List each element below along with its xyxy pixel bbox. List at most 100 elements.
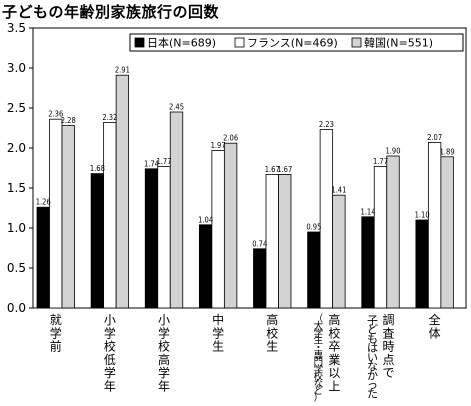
category-sublabel-char: 門 <box>314 357 324 368</box>
category-label-char: 低 <box>104 353 116 367</box>
category-label-char: 学 <box>158 325 170 340</box>
legend-entry: フランス(N=469) <box>247 37 338 50</box>
data-label: 2.07 <box>427 133 442 142</box>
legend-swatch <box>234 37 245 48</box>
category-label-char: 年 <box>158 380 170 394</box>
y-tick-label: 0.5 <box>7 261 26 275</box>
category-sublabel-char: （ <box>314 313 324 325</box>
category-label-char: 高 <box>266 312 278 327</box>
category-label-char: 体 <box>429 326 441 340</box>
category-label-char: 前 <box>50 339 62 354</box>
plot-frame <box>32 27 467 309</box>
y-tick-label: 2.0 <box>7 141 26 155</box>
bar-4-2 <box>278 173 292 309</box>
bar-5-1 <box>319 129 334 309</box>
legend-swatch <box>351 37 362 48</box>
category-label-char: も <box>367 332 378 345</box>
category-label-char: 学 <box>104 365 116 380</box>
legend-entry: 日本(N=689) <box>147 36 216 50</box>
data-label: 1.04 <box>198 215 213 224</box>
bar-6-1 <box>373 165 388 309</box>
category-label-char: 上 <box>328 380 340 394</box>
data-label: 2.45 <box>169 103 184 112</box>
data-label: 1.10 <box>415 211 430 220</box>
bar-7-2 <box>440 156 454 309</box>
data-label: 2.23 <box>319 120 334 129</box>
category-sublabel-char: 専 <box>314 349 324 361</box>
data-label: 0.95 <box>306 223 321 232</box>
bar-3-0 <box>198 224 213 309</box>
category-label-char: 校 <box>104 339 116 354</box>
chart-bars <box>36 74 454 309</box>
category-label-char: 高 <box>328 312 340 327</box>
bar-1-0 <box>90 173 105 309</box>
category-label-char: か <box>367 369 378 382</box>
bar-0-1 <box>49 118 63 309</box>
bar-3-2 <box>223 142 238 309</box>
data-label: 1.41 <box>331 186 346 195</box>
category-label-char: 以 <box>328 366 340 380</box>
bar-4-1 <box>265 173 279 309</box>
data-label: 0.74 <box>252 239 267 248</box>
category-sublabel-char: ） <box>314 392 324 404</box>
data-label: 1.74 <box>144 159 159 168</box>
y-tick-label: 1.5 <box>7 181 26 195</box>
category-label-char: 校 <box>158 339 170 354</box>
bar-2-1 <box>157 165 171 309</box>
category-label-char: 生 <box>212 340 224 354</box>
category-label-char: 学 <box>104 325 116 340</box>
category-label-char: 年 <box>104 380 116 394</box>
category-sublabel-char: 学 <box>314 327 324 339</box>
data-label: 2.36 <box>48 110 63 119</box>
category-label-char: 点 <box>382 353 394 367</box>
category-label-char: 調 <box>382 313 394 327</box>
bar-7-1 <box>427 141 442 309</box>
category-label-char: は <box>367 342 378 355</box>
category-label-char: 中 <box>212 312 224 327</box>
bar-4-0 <box>253 248 267 309</box>
category-label-char: ど <box>367 323 378 336</box>
legend-box <box>129 33 464 52</box>
bar-6-2 <box>386 155 400 309</box>
category-sublabel-char: 生 <box>314 335 324 347</box>
data-label: 2.28 <box>61 116 76 125</box>
category-label-char: 卒 <box>328 340 340 354</box>
data-label: 1.26 <box>36 198 51 207</box>
chart-axes: 0.0 0.5 1.0 1.5 2.0 2.5 3.0 3.5 <box>7 21 467 315</box>
category-label-char: た <box>367 388 378 401</box>
bar-7-0 <box>415 219 429 309</box>
chart-title: 子どもの年齢別家族旅行の回数 <box>2 3 220 21</box>
legend-entry: 韓国(N=551) <box>364 37 433 50</box>
category-label-char: 小 <box>158 313 170 327</box>
category-label-char: 時 <box>382 340 394 354</box>
category-label-char: 学 <box>158 365 170 380</box>
category-label-char: 査 <box>382 326 394 340</box>
bar-0-0 <box>36 206 50 309</box>
data-label: 1.77 <box>373 157 388 166</box>
data-label: 2.32 <box>102 113 117 122</box>
category-label-char: 学 <box>212 325 224 340</box>
data-label: 1.89 <box>440 147 455 156</box>
bar-5-0 <box>307 231 321 309</box>
bar-2-0 <box>144 168 159 309</box>
category-label-char: 小 <box>104 313 116 327</box>
category-sublabel-char: 校 <box>314 371 324 383</box>
y-tick-label: 3.5 <box>7 21 26 35</box>
category-label-char: 校 <box>266 325 278 340</box>
data-label: 1.97 <box>211 141 226 150</box>
category-sublabel-char: ・ <box>314 343 324 354</box>
data-label: 1.67 <box>265 165 280 174</box>
data-label: 1.68 <box>90 164 105 173</box>
y-tick-label: 1.0 <box>7 221 26 235</box>
category-label-char: 子 <box>367 314 378 327</box>
chart-data-labels: 1.262.362.281.682.322.911.741.772.451.04… <box>36 66 455 249</box>
category-label-char: で <box>382 366 394 380</box>
category-label-char: 学 <box>50 325 62 340</box>
category-sublabel-char: 学 <box>314 363 324 375</box>
category-label-char: い <box>367 351 378 364</box>
category-label-char: 高 <box>158 352 170 367</box>
data-label: 2.91 <box>115 66 130 75</box>
data-label: 1.77 <box>156 157 171 166</box>
category-label-char: 全 <box>429 312 441 327</box>
